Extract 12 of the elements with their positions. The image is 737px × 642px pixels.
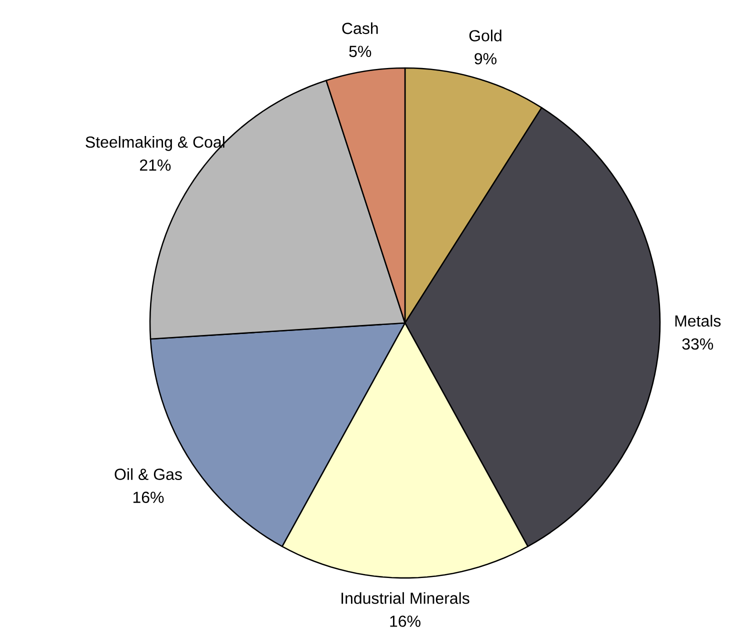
- data-label: 33%: [682, 338, 714, 350]
- slice-label: Gold: [469, 30, 502, 42]
- slice-label: Metals: [675, 314, 721, 327]
- slice-label: Oil & Gas: [114, 468, 182, 480]
- slice-label: Industrial Minerals: [342, 592, 470, 604]
- data-label: 21%: [140, 159, 171, 171]
- slice-label: Cash: [342, 22, 378, 34]
- data-label: 16%: [133, 492, 164, 503]
- slice-label: Steelmaking & Coal: [86, 136, 224, 151]
- data-label: 9%: [474, 53, 496, 64]
- data-label: 5%: [349, 46, 372, 58]
- data-label: 16%: [390, 616, 420, 627]
